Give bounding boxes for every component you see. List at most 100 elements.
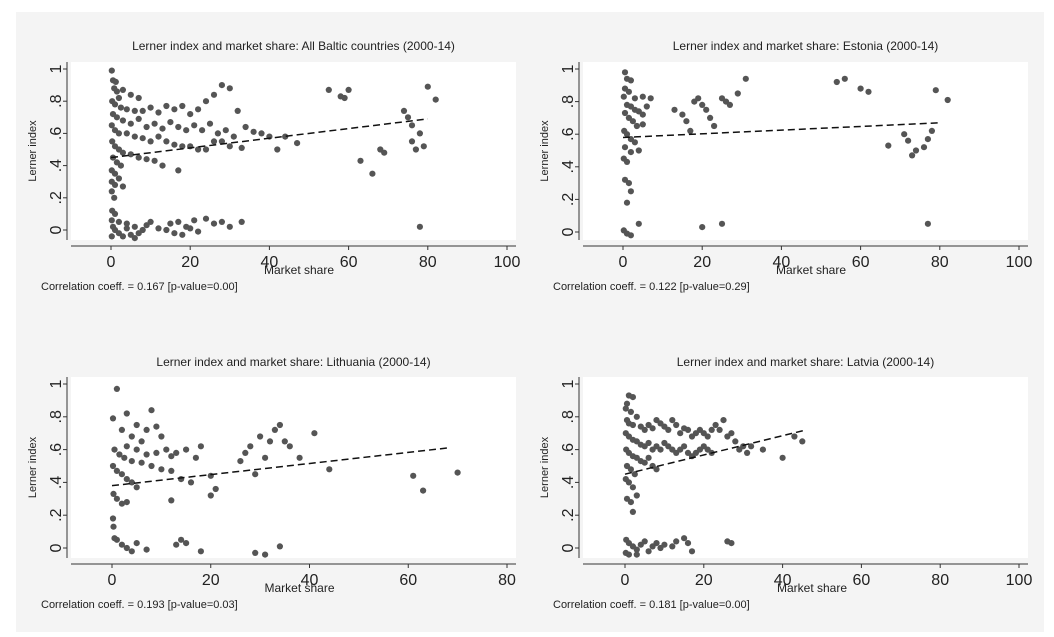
data-point [857, 85, 864, 92]
data-point [912, 147, 920, 154]
data-point [699, 224, 706, 231]
data-point [639, 121, 646, 128]
data-point [197, 548, 204, 555]
x-tick-label: 20 [202, 572, 220, 589]
data-point [728, 430, 735, 437]
data-point [369, 170, 376, 177]
data-point [163, 446, 170, 453]
y-tick-label: 1 [560, 379, 577, 388]
data-point [133, 540, 140, 547]
data-point [163, 226, 170, 234]
data-point [779, 454, 786, 461]
data-point [629, 508, 636, 515]
data-point [635, 147, 642, 154]
data-point [909, 152, 916, 159]
data-point [123, 410, 130, 417]
data-point [127, 91, 134, 98]
data-point [206, 120, 214, 127]
data-point [276, 543, 283, 550]
data-point [187, 111, 194, 118]
data-point [420, 143, 427, 150]
data-point [718, 220, 726, 227]
data-point [119, 117, 126, 124]
y-axis-label: Lerner index [539, 120, 551, 182]
data-point [681, 535, 688, 542]
data-point [195, 228, 202, 235]
data-point [728, 540, 735, 547]
data-point [296, 454, 303, 461]
data-point [123, 106, 130, 113]
data-point [128, 479, 135, 486]
data-point [711, 122, 718, 130]
data-point [218, 218, 225, 225]
data-point [171, 106, 178, 113]
data-point [408, 122, 416, 129]
x-tick-label: 60 [852, 254, 870, 271]
data-point [944, 96, 951, 104]
x-tick-label: 100 [1006, 254, 1033, 271]
data-point [143, 426, 150, 433]
correlation-note: Correlation coeff. = 0.193 [p-value=0.03… [41, 599, 238, 611]
data-point [133, 484, 140, 491]
data-point [191, 217, 198, 224]
data-point [627, 149, 634, 156]
data-point [238, 218, 245, 225]
data-point [341, 94, 348, 102]
data-point [677, 430, 684, 437]
plot-area [583, 62, 1028, 240]
data-point [108, 217, 115, 224]
data-point [381, 149, 388, 156]
data-point [116, 451, 123, 458]
data-point [673, 538, 680, 545]
data-point [679, 111, 686, 118]
data-point [311, 430, 318, 437]
data-point [620, 93, 627, 100]
data-point [833, 78, 840, 86]
x-tick-label: 0 [621, 572, 630, 589]
data-point [454, 469, 461, 476]
data-point [294, 140, 301, 147]
chart-title: Lerner index and market share: All Balti… [132, 39, 455, 53]
data-point [175, 218, 182, 225]
data-point [928, 127, 935, 134]
data-point [326, 466, 333, 473]
data-point [238, 144, 245, 151]
data-point [131, 107, 138, 114]
data-point [712, 421, 719, 429]
x-tick-label: 40 [774, 572, 792, 589]
data-point [905, 137, 912, 144]
y-tick-label: .6 [48, 443, 65, 456]
y-tick-label: .6 [560, 443, 577, 456]
data-point [625, 180, 632, 187]
data-point [218, 138, 225, 145]
data-point [759, 446, 766, 453]
data-point [148, 407, 155, 414]
data-point [250, 128, 257, 135]
data-point [199, 127, 206, 134]
data-point [276, 421, 283, 429]
data-point [404, 114, 412, 121]
data-point [147, 104, 154, 111]
data-point [119, 233, 126, 240]
data-point [179, 102, 186, 110]
y-tick-label: 0 [48, 543, 65, 552]
correlation-note: Correlation coeff. = 0.122 [p-value=0.29… [553, 281, 750, 293]
y-tick-label: .2 [560, 508, 577, 521]
data-point [118, 541, 125, 548]
data-point [115, 94, 122, 102]
data-point [625, 479, 632, 486]
data-point [281, 438, 288, 445]
data-point [168, 467, 175, 474]
data-point [226, 85, 233, 92]
data-point [111, 170, 119, 177]
data-point [639, 111, 646, 118]
data-point [410, 472, 417, 479]
data-point [671, 106, 678, 113]
y-tick-label: 0 [48, 225, 65, 234]
data-point [639, 93, 646, 100]
x-tick-label: 20 [181, 254, 199, 271]
y-tick-label: .4 [48, 476, 65, 489]
data-point [684, 426, 692, 433]
data-point [924, 220, 931, 227]
x-tick-label: 20 [693, 254, 711, 271]
